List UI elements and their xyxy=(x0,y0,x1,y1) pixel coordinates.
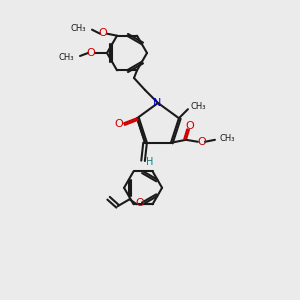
Text: CH₃: CH₃ xyxy=(58,52,74,62)
Text: CH₃: CH₃ xyxy=(70,24,86,33)
Text: CH₃: CH₃ xyxy=(220,134,236,143)
Text: CH₃: CH₃ xyxy=(191,102,206,111)
Text: O: O xyxy=(198,137,206,147)
Text: N: N xyxy=(153,98,161,108)
Text: O: O xyxy=(115,119,124,129)
Text: O: O xyxy=(99,28,107,38)
Text: H: H xyxy=(146,157,154,167)
Text: O: O xyxy=(186,121,194,131)
Text: O: O xyxy=(135,198,144,208)
Text: O: O xyxy=(87,48,95,58)
